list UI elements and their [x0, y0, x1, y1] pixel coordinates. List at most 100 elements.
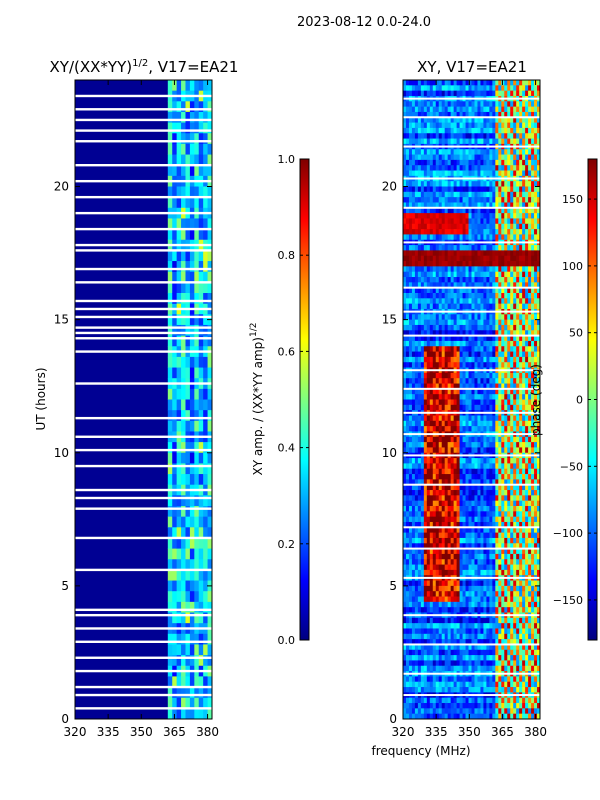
phase-cell: [408, 463, 413, 470]
phase-cell: [423, 388, 428, 395]
phase-cell: [465, 335, 469, 342]
phase-cell: [468, 569, 472, 576]
phase-cell: [429, 154, 434, 161]
phase-cell: [426, 234, 431, 241]
amp-cell: [203, 687, 208, 699]
phase-cell: [444, 319, 449, 326]
phase-cell: [486, 191, 490, 198]
phase-cell: [501, 383, 505, 390]
phase-cell: [504, 479, 508, 486]
phase-cell: [489, 250, 493, 257]
phase-cell: [525, 170, 529, 177]
phase-cell: [465, 159, 469, 166]
phase-cell: [468, 474, 472, 480]
phase-cell: [420, 516, 425, 523]
phase-cell: [450, 218, 455, 225]
phase-cell: [522, 521, 526, 528]
phase-cell: [465, 191, 469, 198]
phase-cell: [477, 122, 481, 129]
amp-cell: [172, 143, 178, 155]
phase-cell: [471, 85, 475, 92]
phase-cell: [507, 117, 511, 123]
phase-cell: [483, 80, 487, 86]
phase-cell: [525, 394, 529, 400]
phase-cell: [513, 234, 517, 241]
phase-cell: [519, 521, 523, 528]
phase-cell: [477, 479, 481, 486]
phase-cell: [510, 500, 514, 507]
phase-cell: [408, 553, 413, 560]
phase-cell: [468, 468, 472, 475]
phase-cell: [417, 154, 422, 161]
phase-cell: [405, 85, 410, 92]
phase-cell: [444, 165, 449, 171]
amp-ytick-label: 15: [54, 313, 69, 327]
phase-cell: [510, 351, 514, 358]
phase-cell: [456, 474, 460, 480]
amp-cell: [203, 282, 208, 294]
phase-cell: [471, 154, 475, 161]
phase-cell: [477, 399, 481, 406]
phase-cell: [417, 420, 422, 427]
phase-cell: [405, 468, 410, 475]
phase-cell: [462, 133, 466, 139]
phase-cell: [426, 378, 431, 384]
phase-cell: [519, 111, 523, 118]
phase-cell: [528, 399, 532, 406]
phase-cell: [462, 255, 466, 262]
phase-cell: [516, 165, 520, 171]
phase-cell: [438, 340, 443, 347]
amp-cell: [194, 154, 200, 166]
phase-cell: [444, 80, 449, 86]
amp-cell: [189, 101, 195, 113]
phase-cell: [403, 319, 407, 326]
phase-cell: [423, 324, 428, 331]
phase-cell: [477, 378, 481, 384]
phase-cell: [501, 277, 505, 283]
phase-cell: [492, 122, 496, 129]
phase-cell: [462, 149, 466, 155]
amp-cell: [172, 367, 178, 379]
phase-cell: [507, 138, 511, 145]
phase-cell: [525, 351, 529, 358]
phase-cell: [459, 335, 463, 342]
phase-cell: [471, 335, 475, 342]
phase-cell: [453, 186, 458, 193]
phase-cell: [417, 271, 422, 278]
phase-cell: [435, 138, 440, 145]
phase-cell: [426, 191, 431, 198]
amp-cell: [198, 474, 204, 486]
phase-cell: [403, 170, 407, 177]
phase-cell: [417, 287, 422, 294]
phase-cell: [522, 516, 526, 523]
phase-cell: [403, 569, 407, 576]
phase-cell: [507, 543, 511, 549]
phase-cell: [456, 207, 460, 214]
phase-cell: [489, 335, 493, 342]
phase-cell: [498, 101, 502, 108]
phase-cell: [423, 80, 428, 86]
phase-cell: [474, 335, 478, 342]
phase-cell: [459, 468, 463, 475]
phase-cell: [462, 186, 466, 193]
phase-cell: [462, 101, 466, 108]
phase-cell: [417, 351, 422, 358]
phase-cell: [528, 255, 532, 262]
phase-cell: [522, 378, 526, 384]
amp-cell: [194, 111, 200, 123]
phase-cell: [513, 532, 517, 539]
phase-cell: [405, 394, 410, 400]
phase-cell: [498, 314, 502, 321]
phase-cell: [504, 138, 508, 145]
phase-cell: [423, 287, 428, 294]
phase-cell: [408, 170, 413, 177]
phase-cell: [471, 548, 475, 555]
phase-cell: [441, 149, 446, 155]
phase-cell: [468, 324, 472, 331]
phase-cell: [534, 159, 538, 166]
phase-cell: [435, 266, 440, 273]
phase-cell: [525, 436, 529, 443]
phase-cell: [429, 213, 434, 219]
phase-cell: [504, 101, 508, 108]
amp-cell: [189, 356, 195, 368]
